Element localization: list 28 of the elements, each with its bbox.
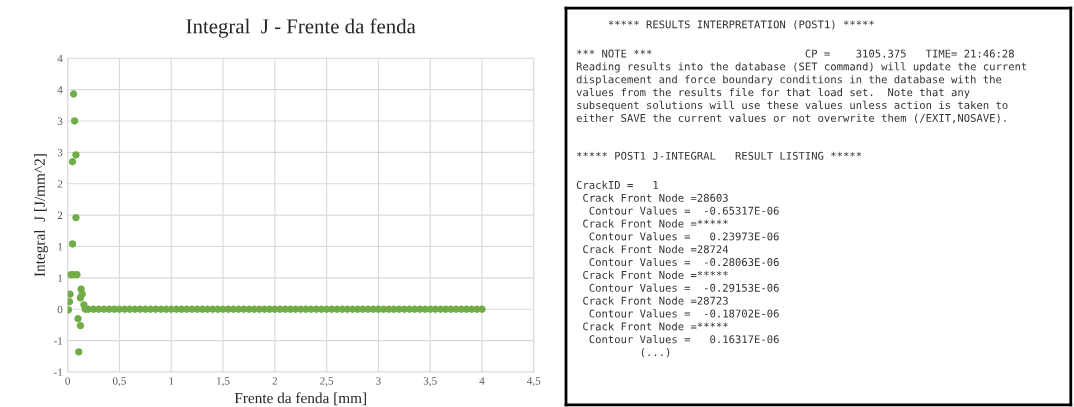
text: *** NOTE *** CP = 3105.375 TIME= 21:46:28 Reading results into the database (SET command) will update the current displacement and force boundary conditions in the database with the values from the results file for that load set. Note that any subsequent solutions will use these values unless action is taken to either SAVE the current values or not overwrite them (/EXIT,NOSAVE).	[576, 49, 1027, 124]
y-tick-label: 4	[57, 54, 63, 63]
x-tick-label: 4,5	[527, 377, 541, 387]
x-tick-label: 4	[479, 377, 485, 385]
x-axis-title: Frente da fenda [mm]	[234, 392, 366, 406]
x-tick-label: 0	[65, 377, 71, 385]
y-tick-label: -1	[53, 337, 63, 345]
x-tick-label: 1,5	[217, 377, 230, 387]
y-tick-label: 1	[58, 274, 63, 282]
y-axis-title: Integral J [J/mm^2]	[34, 154, 48, 277]
y-tick-label: 0	[57, 305, 63, 314]
x-tick-label: 1	[169, 377, 174, 385]
x-tick-label: 0,5	[112, 377, 126, 387]
y-tick-label: 2	[57, 180, 63, 188]
text: CrackID = 1 Crack Front Node =28603 Contour Values = -0.65317E-06 Crack Front Node =***** Contour Values = 0.23973E-06 Crack Front Node =28724 Contour Values = -0.28063E-06 Crack Front Node =***** Contour Values = -0.29153E-06 Crack Front Node =28723 Contour Values = -0.18702E-06 Crack Front Node =***** Contour Values = 0.16317E-06 (...)	[576, 180, 779, 358]
y-tick-label: 4	[57, 86, 63, 94]
chart-title: Integral J - Frente da fenda	[186, 18, 416, 38]
text: ***** RESULTS INTERPRETATION (POST1) *****	[608, 20, 874, 30]
y-tick-label: 3	[57, 117, 63, 125]
y-tick-label: 1	[58, 243, 63, 251]
y-tick-label: -1	[53, 368, 63, 376]
x-tick-label: 2	[272, 377, 277, 385]
x-tick-label: 3	[376, 377, 381, 385]
x-tick-label: 2,5	[320, 377, 334, 387]
y-tick-label: 3	[57, 148, 63, 157]
y-tick-label: 2	[57, 211, 63, 219]
x-tick-label: 3,5	[423, 377, 437, 387]
text: ***** POST1 J-INTEGRAL RESULT LISTING *****	[576, 151, 862, 160]
